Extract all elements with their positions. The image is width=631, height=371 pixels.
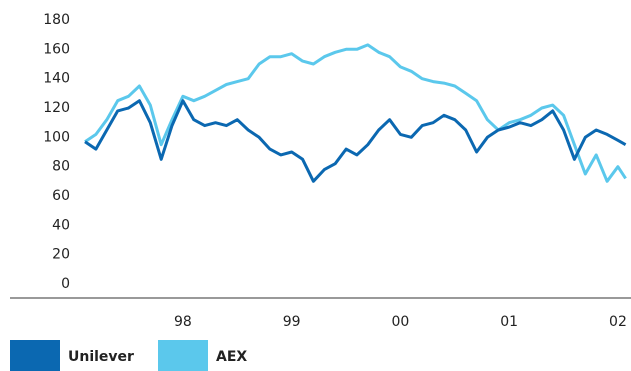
- x-tick-label: 00: [392, 314, 410, 330]
- x-tick-label: 01: [500, 314, 518, 330]
- y-tick-label: 20: [52, 247, 70, 263]
- x-tick-label: 99: [283, 314, 301, 330]
- legend-swatch: [158, 340, 208, 371]
- series-line: [84, 99, 627, 183]
- y-tick-label: 160: [43, 41, 70, 57]
- legend-label: Unilever: [68, 349, 134, 365]
- y-tick-label: 80: [52, 159, 70, 175]
- y-tick-label: 120: [43, 100, 70, 116]
- x-tick-label: 98: [174, 314, 192, 330]
- y-tick-label: 100: [43, 129, 70, 145]
- legend-label: AEX: [216, 349, 247, 365]
- y-tick-label: 40: [52, 217, 70, 233]
- series-line: [84, 43, 627, 183]
- legend-swatch: [10, 340, 60, 371]
- y-tick-label: 180: [43, 12, 70, 28]
- y-tick-label: 140: [43, 71, 70, 87]
- y-tick-label: 0: [61, 276, 70, 292]
- x-tick-label: 02: [609, 314, 627, 330]
- y-tick-label: 60: [52, 188, 70, 204]
